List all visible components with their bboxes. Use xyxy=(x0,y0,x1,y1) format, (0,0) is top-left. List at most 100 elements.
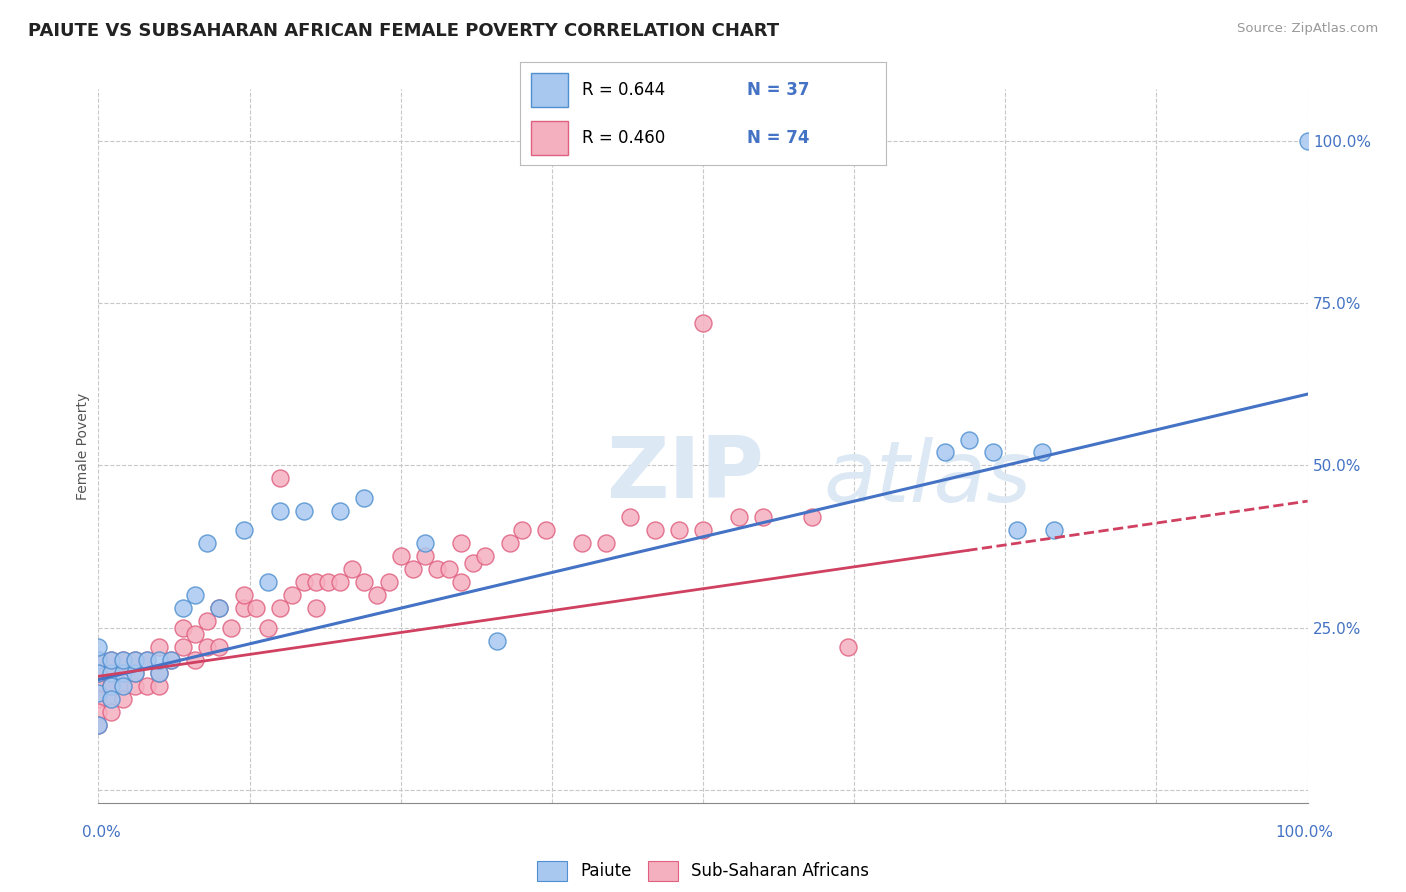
Point xyxy=(100,679,122,693)
Point xyxy=(87,653,110,667)
Point xyxy=(100,653,122,667)
Point xyxy=(281,588,304,602)
Point xyxy=(87,679,110,693)
Point xyxy=(728,510,751,524)
Point xyxy=(981,445,1004,459)
FancyBboxPatch shape xyxy=(531,121,568,155)
Point xyxy=(232,524,254,538)
Point xyxy=(87,692,110,706)
Point xyxy=(111,679,134,693)
Point xyxy=(87,640,110,654)
Point xyxy=(389,549,412,564)
Point xyxy=(208,640,231,654)
Point xyxy=(957,433,980,447)
Text: PAIUTE VS SUBSAHARAN AFRICAN FEMALE POVERTY CORRELATION CHART: PAIUTE VS SUBSAHARAN AFRICAN FEMALE POVE… xyxy=(28,22,779,40)
Point xyxy=(316,575,339,590)
Point xyxy=(184,588,207,602)
Point xyxy=(1296,134,1319,148)
Point xyxy=(402,562,425,576)
Point xyxy=(111,692,134,706)
Point xyxy=(100,705,122,719)
Point xyxy=(269,471,291,485)
Point xyxy=(100,692,122,706)
Point xyxy=(510,524,533,538)
Point xyxy=(329,575,352,590)
Point xyxy=(100,679,122,693)
Point xyxy=(437,562,460,576)
Point xyxy=(752,510,775,524)
Point xyxy=(135,679,157,693)
Text: N = 37: N = 37 xyxy=(747,80,810,99)
Point xyxy=(377,575,399,590)
Point xyxy=(87,666,110,681)
Point xyxy=(148,679,170,693)
Point xyxy=(100,679,122,693)
Point xyxy=(148,666,170,681)
Point xyxy=(450,575,472,590)
Point xyxy=(692,316,714,330)
Y-axis label: Female Poverty: Female Poverty xyxy=(76,392,90,500)
Point xyxy=(124,666,146,681)
Point xyxy=(100,666,122,681)
Point xyxy=(135,653,157,667)
Point xyxy=(208,601,231,615)
Point xyxy=(184,627,207,641)
Point xyxy=(208,601,231,615)
Text: 0.0%: 0.0% xyxy=(82,825,121,840)
Point xyxy=(232,588,254,602)
Point xyxy=(87,718,110,732)
Point xyxy=(342,562,364,576)
Point xyxy=(148,640,170,654)
Point xyxy=(837,640,859,654)
Point xyxy=(668,524,690,538)
Point xyxy=(245,601,267,615)
Text: Source: ZipAtlas.com: Source: ZipAtlas.com xyxy=(1237,22,1378,36)
Point xyxy=(87,705,110,719)
Text: ZIP: ZIP xyxy=(606,433,763,516)
Point xyxy=(172,621,194,635)
Point xyxy=(934,445,956,459)
Point xyxy=(111,653,134,667)
Point xyxy=(450,536,472,550)
Point xyxy=(87,666,110,681)
Point xyxy=(463,556,485,570)
Point xyxy=(366,588,388,602)
Point xyxy=(269,504,291,518)
Point xyxy=(256,621,278,635)
Point xyxy=(111,666,134,681)
Point xyxy=(111,666,134,681)
Point xyxy=(413,549,436,564)
Point xyxy=(172,601,194,615)
Point xyxy=(195,614,218,628)
Point xyxy=(1031,445,1053,459)
Point xyxy=(644,524,666,538)
Point xyxy=(135,653,157,667)
Legend: Paiute, Sub-Saharan Africans: Paiute, Sub-Saharan Africans xyxy=(530,855,876,888)
Point xyxy=(195,640,218,654)
Point xyxy=(800,510,823,524)
Point xyxy=(534,524,557,538)
Point xyxy=(87,718,110,732)
FancyBboxPatch shape xyxy=(531,73,568,106)
Point xyxy=(111,679,134,693)
Point xyxy=(87,685,110,699)
Point xyxy=(124,666,146,681)
Point xyxy=(498,536,520,550)
Point xyxy=(486,633,509,648)
Point xyxy=(87,653,110,667)
Point xyxy=(426,562,449,576)
Point xyxy=(160,653,183,667)
Point xyxy=(1007,524,1029,538)
Text: N = 74: N = 74 xyxy=(747,128,810,147)
Point xyxy=(292,504,315,518)
Point xyxy=(221,621,243,635)
Point xyxy=(87,666,110,681)
Point xyxy=(172,640,194,654)
Point xyxy=(124,653,146,667)
Point xyxy=(148,653,170,667)
Point xyxy=(256,575,278,590)
Point xyxy=(100,692,122,706)
Point xyxy=(305,575,328,590)
Point xyxy=(292,575,315,590)
Point xyxy=(692,524,714,538)
